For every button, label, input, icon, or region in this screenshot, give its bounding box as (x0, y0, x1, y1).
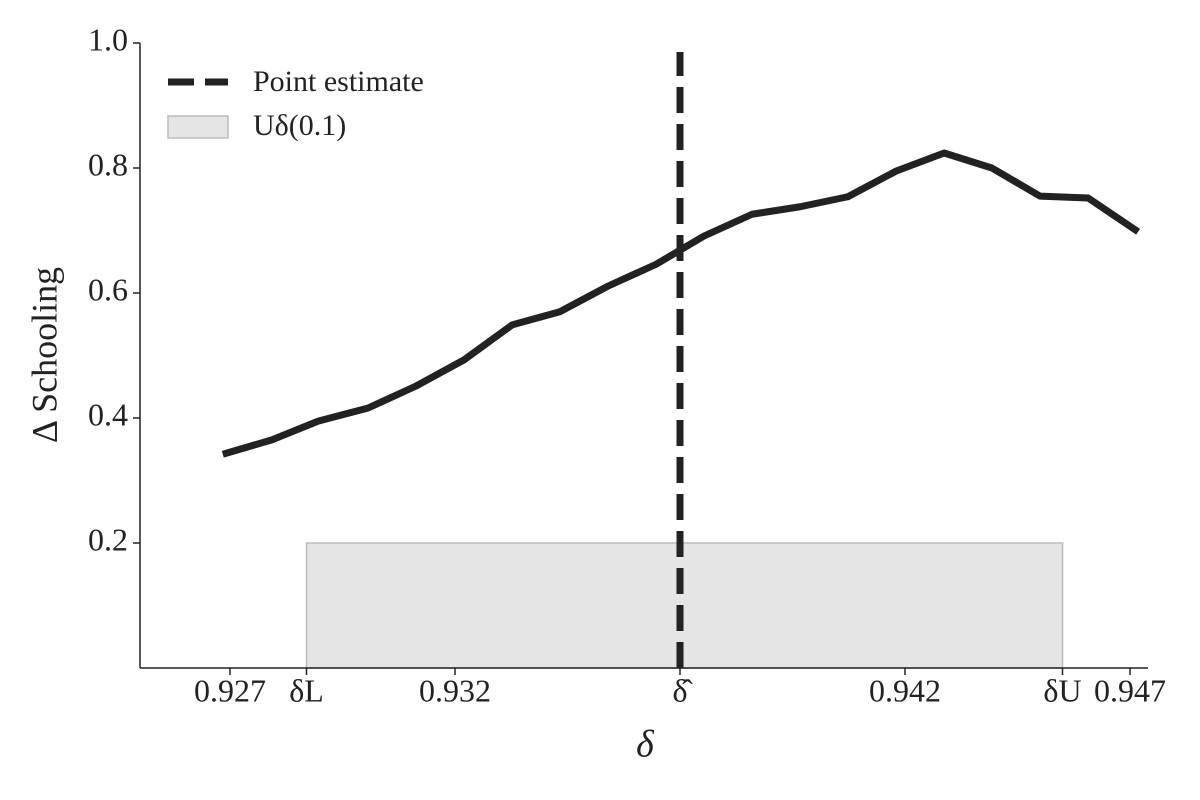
x-tick-label: 0.942 (869, 672, 941, 708)
y-tick-label: 0.4 (88, 396, 128, 432)
legend-label: Point estimate (253, 65, 424, 98)
y-axis-label: Δ Schooling (24, 267, 64, 443)
x-tick-label: δ̂ (672, 672, 693, 708)
y-tick-label: 0.2 (88, 521, 128, 557)
x-tick-label: 0.947 (1094, 672, 1166, 708)
legend-patch (167, 115, 229, 139)
x-tick-label: δL (289, 672, 324, 708)
legend-label: Uδ(0.1) (253, 109, 346, 142)
x-tick-label: δU (1043, 672, 1081, 708)
x-tick-label: 0.932 (419, 672, 491, 708)
y-tick-label: 0.6 (88, 271, 128, 307)
interval-band (305, 542, 1064, 669)
x-tick-label: 0.927 (194, 672, 266, 708)
x-axis-label: δ (636, 724, 655, 766)
y-tick-label: 0.8 (88, 146, 128, 182)
y-tick-label: 1.0 (88, 21, 128, 57)
